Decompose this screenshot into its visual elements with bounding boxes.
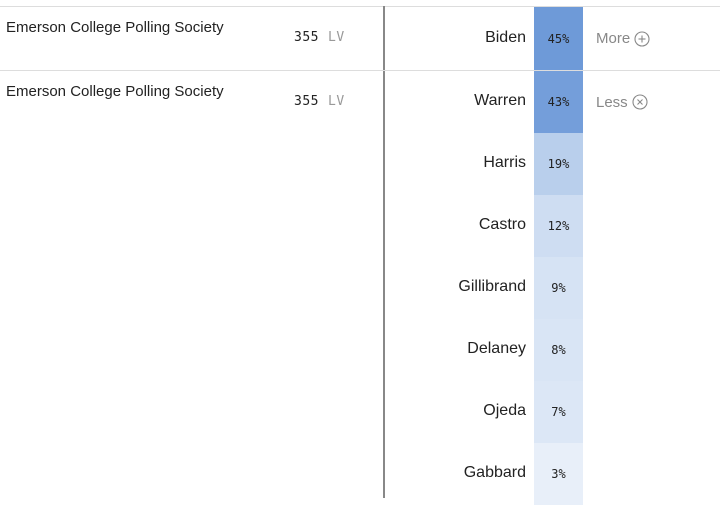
percent-cell: 7%	[534, 381, 583, 443]
row-separator	[0, 70, 720, 71]
percent-cell: 43%	[534, 71, 583, 133]
percent-cell: 19%	[534, 133, 583, 195]
population: LV	[328, 94, 345, 109]
pollster-name: Emerson College Polling Society	[6, 19, 224, 36]
toggle-button[interactable]: More	[596, 29, 650, 49]
percent-cell: 45%	[534, 7, 583, 70]
candidate-name: Gillibrand	[458, 278, 526, 295]
candidate-name: Harris	[483, 154, 526, 171]
sample-size: 355	[294, 30, 319, 45]
candidate-name: Gabbard	[463, 464, 526, 481]
toggle-icon[interactable]	[632, 94, 648, 110]
toggle-button[interactable]: Less	[596, 92, 648, 112]
percent-cell: 3%	[534, 443, 583, 505]
pollster-name: Emerson College Polling Society	[6, 83, 224, 100]
population: LV	[328, 30, 345, 45]
percent-cell: 8%	[534, 319, 583, 381]
candidate-name: Castro	[478, 216, 526, 233]
column-divider	[383, 6, 385, 498]
toggle-label[interactable]: More	[596, 30, 631, 47]
candidate-name: Delaney	[467, 340, 526, 357]
percent-cell: 9%	[534, 257, 583, 319]
sample-size: 355	[294, 94, 319, 109]
top-border	[0, 6, 720, 7]
toggle-icon[interactable]	[634, 30, 650, 47]
candidate-name: Biden	[485, 28, 526, 46]
candidate-name: Warren	[474, 92, 526, 109]
percent-cell: 12%	[534, 195, 583, 257]
candidate-name: Ojeda	[483, 402, 526, 419]
toggle-label[interactable]: Less	[596, 93, 628, 111]
